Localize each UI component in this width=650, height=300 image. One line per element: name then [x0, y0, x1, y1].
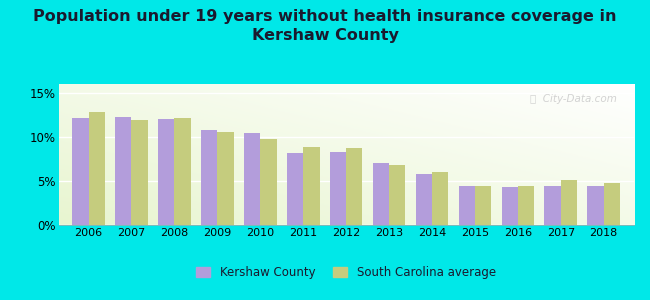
Bar: [502, 187, 518, 225]
Bar: [346, 148, 363, 225]
Bar: [372, 163, 389, 225]
Bar: [604, 183, 620, 225]
Bar: [518, 186, 534, 225]
Bar: [115, 118, 131, 225]
Bar: [415, 174, 432, 225]
Bar: [201, 130, 217, 225]
Bar: [561, 180, 577, 225]
Bar: [475, 186, 491, 225]
Bar: [459, 186, 475, 225]
Bar: [432, 172, 448, 225]
Bar: [588, 186, 604, 225]
Bar: [244, 133, 260, 225]
Bar: [330, 152, 346, 225]
Bar: [260, 139, 277, 225]
Text: ⓘ  City-Data.com: ⓘ City-Data.com: [530, 94, 616, 104]
Bar: [88, 112, 105, 225]
Bar: [174, 118, 190, 225]
Bar: [389, 165, 406, 225]
Bar: [158, 119, 174, 225]
Bar: [217, 133, 233, 225]
Bar: [131, 120, 148, 225]
Legend: Kershaw County, South Carolina average: Kershaw County, South Carolina average: [192, 262, 500, 284]
Text: Population under 19 years without health insurance coverage in
Kershaw County: Population under 19 years without health…: [33, 9, 617, 43]
Bar: [303, 147, 320, 225]
Bar: [287, 153, 303, 225]
Bar: [72, 118, 88, 225]
Bar: [545, 186, 561, 225]
